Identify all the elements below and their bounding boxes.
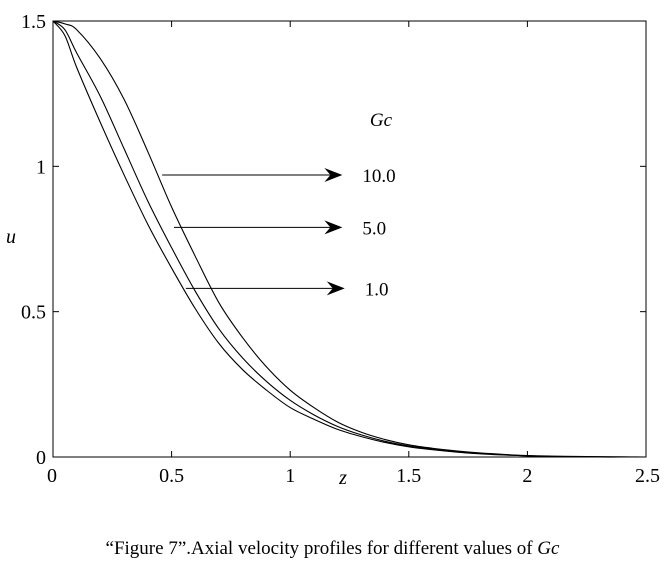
y-tick-label: 0	[36, 447, 46, 469]
y-axis-label: u	[6, 226, 16, 248]
series-line-gc-10-0	[52, 20, 647, 458]
series-line-gc-1-0	[52, 20, 646, 458]
x-tick-label: 2.5	[635, 465, 660, 487]
annotation-label: 1.0	[365, 279, 389, 300]
y-tick-label: 1.5	[21, 11, 46, 33]
x-tick-label: 1.5	[396, 465, 421, 487]
caption-prefix: “Figure 7”.Axial velocity profiles for d…	[105, 538, 538, 559]
annotation-arrowhead	[326, 281, 345, 296]
x-tick-label: 2	[522, 465, 532, 487]
legend-title: Gc	[370, 110, 393, 131]
plot-frame	[52, 20, 647, 458]
series-line-gc-5-0	[52, 20, 647, 458]
y-tick-label: 1	[36, 156, 46, 178]
axis-ticks	[52, 20, 647, 458]
x-tick-label: 0	[47, 465, 57, 487]
caption-symbol: Gc	[537, 538, 560, 559]
axis-tick-labels: 0 0.5 1 1.5 2 2.5 0 0.5 1 1.5	[21, 11, 660, 487]
x-axis-label: z	[338, 467, 347, 489]
annotation-label: 5.0	[362, 218, 386, 239]
y-tick-label: 0.5	[21, 302, 46, 324]
figure-caption: “Figure 7”.Axial velocity profiles for d…	[0, 538, 665, 560]
x-tick-label: 1	[285, 465, 295, 487]
annotation-arrowhead	[324, 220, 343, 235]
curve-annotations: 10.0 5.0 1.0	[162, 166, 396, 300]
x-tick-label: 0.5	[159, 465, 184, 487]
annotation-label: 10.0	[362, 166, 395, 187]
annotation-arrowhead	[324, 168, 343, 183]
velocity-curves	[52, 20, 647, 458]
